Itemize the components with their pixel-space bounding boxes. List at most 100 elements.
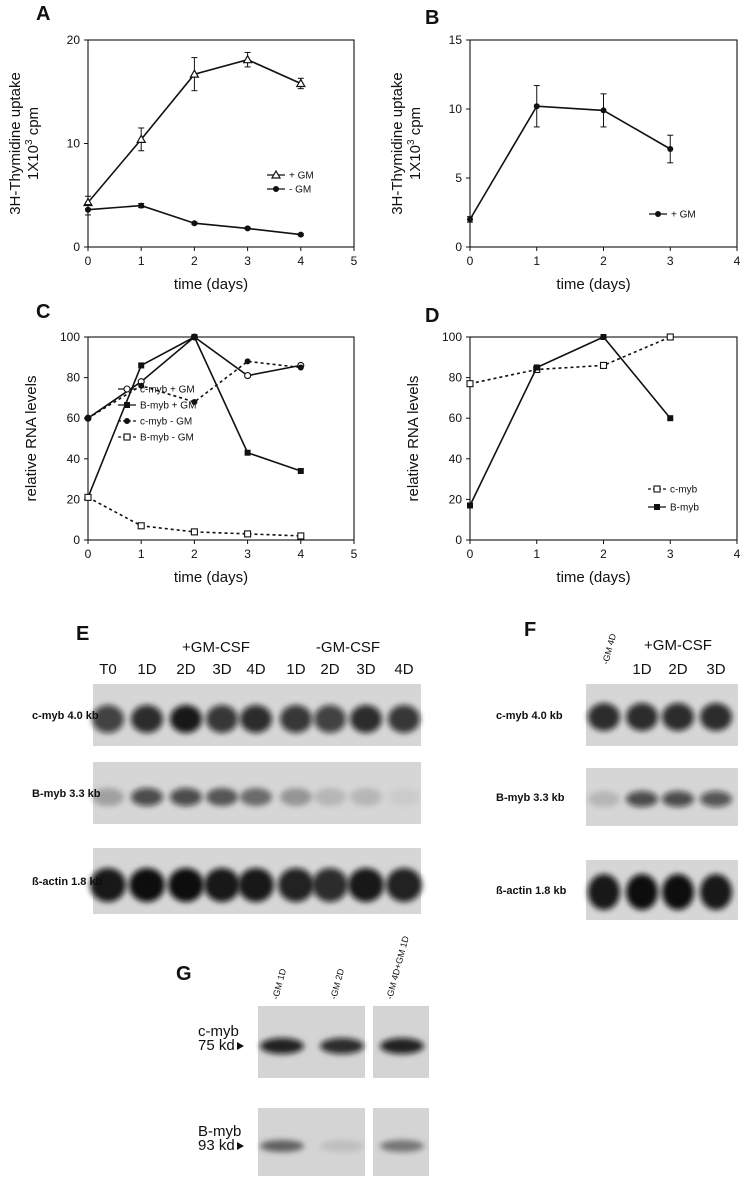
chart-a-legend-label: - GM xyxy=(289,185,311,196)
blot-f-band xyxy=(700,703,732,731)
chart-b-xtick-label: 4 xyxy=(734,254,741,268)
chart-d-legend-label: c-myb xyxy=(670,485,698,496)
chart-c-xtick-label: 0 xyxy=(85,547,92,561)
chart-c-ytick-label: 20 xyxy=(67,492,81,506)
chart-b-ytick-label: 10 xyxy=(449,102,463,116)
chart-c: 0 1 2 3 4 5 0 20 40 60 80 100 time (days) relative RN… xyxy=(23,330,358,586)
blot-e-band xyxy=(129,868,165,902)
panel-label-b: B xyxy=(425,7,439,29)
chart-d-ytick-label: 0 xyxy=(455,533,462,547)
blot-e-band xyxy=(314,705,346,733)
blot-g-row-label: B-myb xyxy=(198,1123,241,1140)
chart-d-series-line xyxy=(469,336,671,506)
chart-c-point xyxy=(297,364,304,371)
chart-c-legend-marker xyxy=(124,418,130,424)
blot-e: +GM-CSF -GM-CSF T0 1D 2D 3D 4D 1D 2D 3D 4D c-myb 4.… xyxy=(32,639,422,914)
chart-c-point xyxy=(137,522,145,530)
blot-e-row-label: c-myb 4.0 kb xyxy=(32,710,99,722)
chart-d-ylabel: relative RNA levels xyxy=(405,376,422,502)
chart-c-point xyxy=(191,334,198,340)
chart-c-legend-label: c-myb - GM xyxy=(140,417,192,428)
chart-d-legend-marker xyxy=(654,504,660,510)
blot-e-band xyxy=(388,705,420,733)
chart-d-xtick-label: 2 xyxy=(600,547,607,561)
blot-e-band xyxy=(386,868,422,902)
blot-e-lane-label: 2D xyxy=(320,661,339,678)
blot-f-band xyxy=(626,703,658,731)
blot-e-band xyxy=(278,868,314,902)
blot-e-band xyxy=(204,868,240,902)
chart-c-legend-marker xyxy=(123,385,131,393)
chart-c-point xyxy=(85,415,91,422)
chart-c-series-2 xyxy=(85,358,304,422)
panel-label-e: E xyxy=(76,623,89,645)
chart-b-ytick-label: 0 xyxy=(455,240,462,254)
chart-d-point xyxy=(667,415,674,422)
chart-c-ytick-label: 60 xyxy=(67,411,81,425)
chart-c-point xyxy=(297,532,305,540)
blot-e-band xyxy=(90,868,126,902)
chart-c-xtick-label: 4 xyxy=(297,547,304,561)
blot-f-band xyxy=(588,874,620,910)
blot-f-row-label: c-myb 4.0 kb xyxy=(496,710,563,722)
blot-e-band xyxy=(314,788,346,806)
chart-a-xtick-label: 5 xyxy=(351,254,358,268)
blot-e-header-minus: -GM-CSF xyxy=(316,639,380,656)
chart-a-series-1 xyxy=(85,202,304,238)
chart-c-series-1 xyxy=(85,334,304,501)
chart-d-ytick-label: 60 xyxy=(449,411,463,425)
chart-d-xlabel: time (days) xyxy=(556,569,630,586)
triangle-right-icon xyxy=(237,1142,244,1150)
chart-d-xtick-label: 4 xyxy=(734,547,741,561)
blot-g-band xyxy=(260,1140,304,1152)
blot-e-lane-label: 1D xyxy=(286,661,305,678)
blot-f-header-plus: +GM-CSF xyxy=(644,637,712,654)
blot-g-band xyxy=(320,1038,364,1054)
chart-a-ytick-label: 20 xyxy=(67,33,81,47)
chart-c-frame xyxy=(87,336,355,541)
blot-e-band xyxy=(170,788,202,806)
chart-c-point xyxy=(138,382,145,389)
blot-e-band xyxy=(131,705,163,733)
chart-d-ytick-label: 80 xyxy=(449,371,463,385)
chart-a-frame xyxy=(87,39,355,248)
blot-g-band xyxy=(380,1038,424,1054)
chart-a-point xyxy=(136,134,147,143)
blot-f-band xyxy=(662,874,694,910)
blot-e-band xyxy=(92,705,124,733)
chart-a-legend-marker xyxy=(273,186,279,192)
chart-d-point xyxy=(533,364,540,371)
blot-e-header-plus: +GM-CSF xyxy=(182,639,250,656)
chart-c-xtick-label: 2 xyxy=(191,547,198,561)
blot-e-band xyxy=(170,705,202,733)
chart-b: 0 1 2 3 4 0 5 10 15 time (days) 3H-Thymidine uptak… xyxy=(389,33,741,293)
blot-f-band xyxy=(700,874,732,910)
blot-e-lane-label: 4D xyxy=(394,661,413,678)
chart-b-ylabel: 3H-Thymidine uptake xyxy=(389,72,406,215)
chart-a-legend-label: + GM xyxy=(289,171,314,182)
chart-a-ytick-label: 10 xyxy=(67,137,81,151)
chart-c-point xyxy=(138,362,145,369)
chart-c-point xyxy=(244,449,251,456)
chart-c-xtick-label: 1 xyxy=(138,547,145,561)
blot-e-lane-label: T0 xyxy=(99,661,117,678)
blot-f-band xyxy=(588,703,620,731)
blot-f-band xyxy=(662,791,694,807)
blot-e-lane-label: 1D xyxy=(137,661,156,678)
blot-e-band xyxy=(206,705,238,733)
chart-c-ytick-label: 40 xyxy=(67,452,81,466)
blot-e-band xyxy=(312,868,348,902)
chart-b-legend-label: + GM xyxy=(671,210,696,221)
blot-g-row-unit: 93 kd xyxy=(198,1137,235,1154)
blot-f-row-label: B-myb 3.3 kb xyxy=(496,792,565,804)
chart-b-ytick-label: 5 xyxy=(455,171,462,185)
chart-c-ylabel: relative RNA levels xyxy=(23,376,40,502)
blot-e-band xyxy=(350,788,382,806)
chart-d-ytick-label: 20 xyxy=(449,492,463,506)
blot-e-band xyxy=(280,788,312,806)
blot-e-band xyxy=(388,788,420,806)
chart-d-legend-marker xyxy=(653,485,661,493)
chart-c-ytick-label: 0 xyxy=(73,533,80,547)
blot-e-lane-label: 3D xyxy=(212,661,231,678)
